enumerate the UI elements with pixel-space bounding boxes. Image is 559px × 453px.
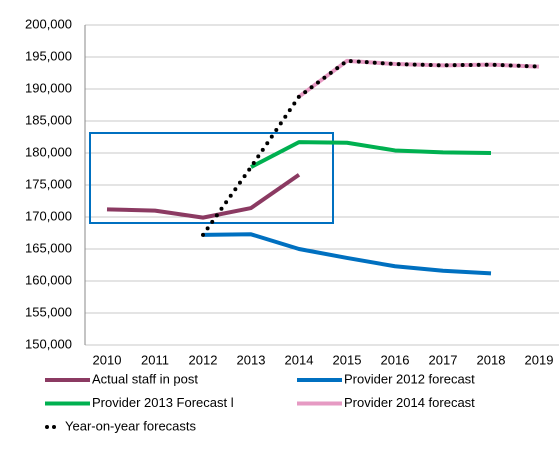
series-line — [297, 58, 540, 99]
x-tick-label: 2010 — [93, 352, 122, 367]
y-tick-label: 185,000 — [25, 112, 72, 127]
x-tick-label: 2018 — [477, 352, 506, 367]
x-tick-label: 2011 — [141, 352, 169, 367]
y-tick-label: 155,000 — [25, 304, 72, 319]
legend-label: Provider 2013 Forecast l — [92, 395, 234, 410]
x-tick-label: 2014 — [285, 352, 314, 367]
y-tick-label: 170,000 — [25, 208, 72, 223]
y-tick-label: 200,000 — [25, 16, 72, 31]
legend-label: Actual staff in post — [92, 371, 198, 386]
y-tick-label: 150,000 — [25, 336, 72, 351]
x-tick-label: 2012 — [189, 352, 218, 367]
series-line — [202, 232, 492, 276]
legend-label: Provider 2012 forecast — [344, 371, 475, 386]
series-line — [201, 58, 541, 237]
x-tick-label: 2013 — [237, 352, 266, 367]
x-tick-label: 2019 — [525, 352, 554, 367]
series-line — [106, 173, 301, 220]
x-tick-label: 2017 — [429, 352, 458, 367]
y-tick-label: 180,000 — [25, 144, 72, 159]
y-tick-label: 190,000 — [25, 80, 72, 95]
y-tick-label: 165,000 — [25, 240, 72, 255]
legend-label: Provider 2014 forecast — [344, 395, 475, 410]
y-tick-label: 160,000 — [25, 272, 72, 287]
y-tick-label: 195,000 — [25, 48, 72, 63]
series-line — [250, 140, 492, 169]
y-tick-label: 175,000 — [25, 176, 72, 191]
x-tick-label: 2015 — [333, 352, 362, 367]
legend-label: Year-on-year forecasts — [65, 418, 197, 433]
x-tick-label: 2016 — [381, 352, 410, 367]
